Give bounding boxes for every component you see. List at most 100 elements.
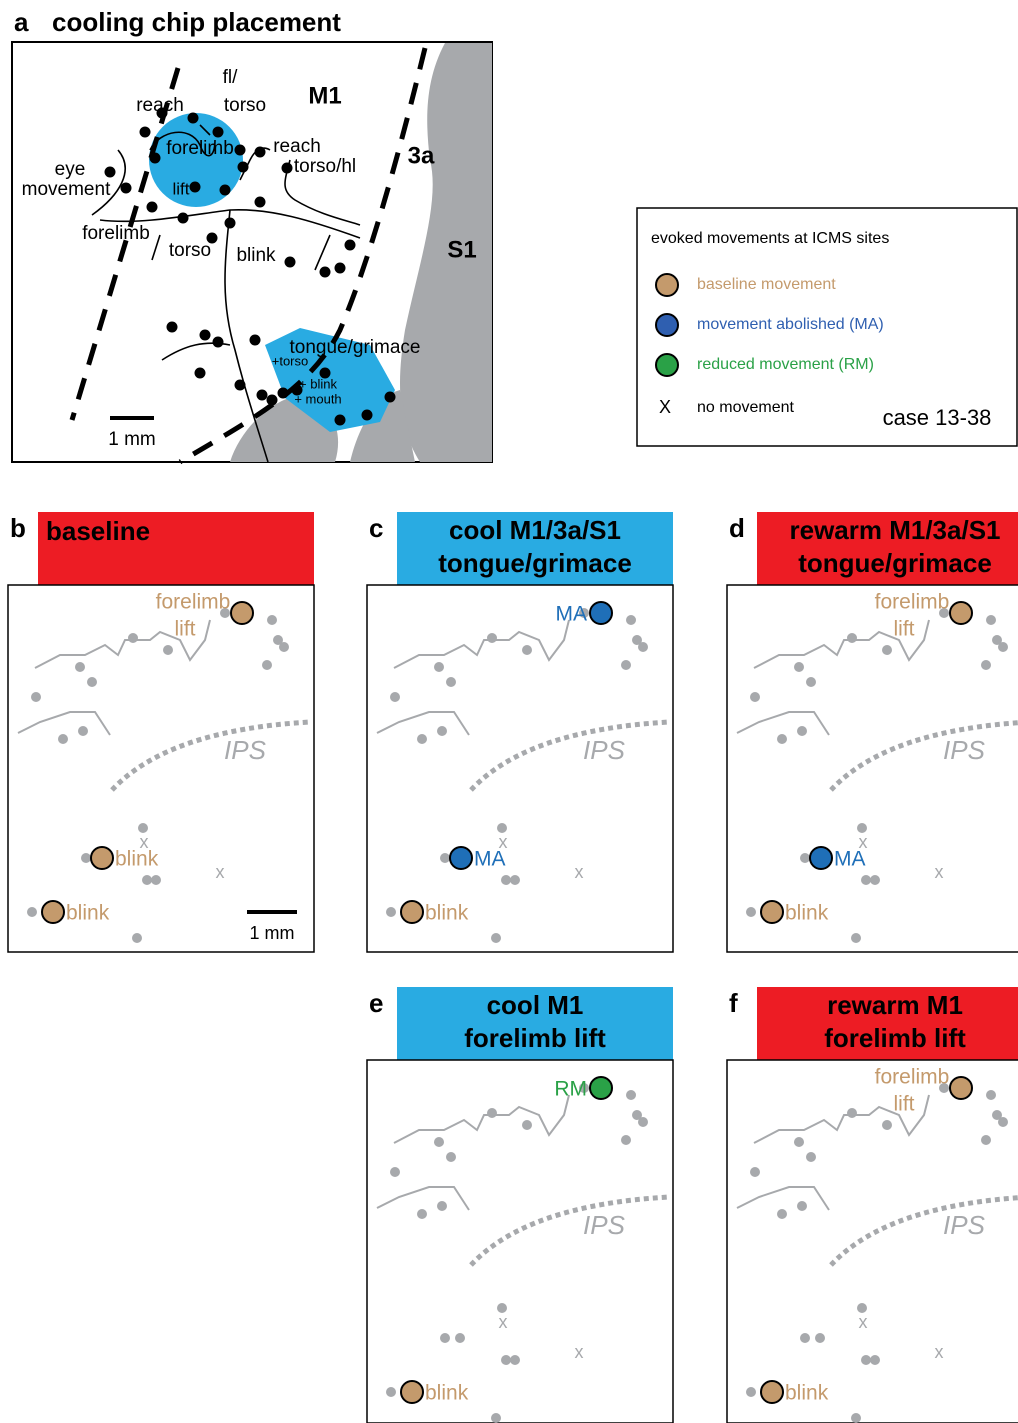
- site-marker: [590, 1077, 612, 1099]
- site-dot: [279, 642, 289, 652]
- site-dot: [250, 335, 261, 346]
- site-dot: [621, 1135, 631, 1145]
- site-label: forelimb: [875, 1066, 950, 1089]
- site-dot: [255, 147, 266, 158]
- no-movement-mark: x: [935, 862, 944, 882]
- site-dot: [510, 1355, 520, 1365]
- site-dot: [151, 875, 161, 885]
- site-dot: [777, 1209, 787, 1219]
- region-label: IPS: [583, 735, 626, 765]
- site-dot: [225, 218, 236, 229]
- site-dot: [81, 853, 91, 863]
- site-dot: [140, 127, 151, 138]
- site-label: forelimb: [875, 591, 950, 614]
- site-dot: [207, 233, 218, 244]
- site-marker: [401, 901, 423, 923]
- panel-frame: [727, 585, 1018, 952]
- site-dot: [235, 145, 246, 156]
- site-dot: [851, 933, 861, 943]
- site-marker: [450, 847, 472, 869]
- site-dot: [621, 660, 631, 670]
- site-label: RM: [554, 1078, 587, 1101]
- site-dot: [986, 615, 996, 625]
- site-dot: [870, 875, 880, 885]
- site-dot: [386, 907, 396, 917]
- site-dot: [31, 692, 41, 702]
- map-label: tongue/grimace: [290, 337, 421, 358]
- panel-frame: [367, 585, 673, 952]
- no-movement-mark: x: [499, 1312, 508, 1332]
- site-dot: [847, 1108, 857, 1118]
- site-dot: [746, 907, 756, 917]
- site-marker: [401, 1381, 423, 1403]
- site-dot: [626, 615, 636, 625]
- site-marker: [231, 602, 253, 624]
- site-dot: [440, 853, 450, 863]
- no-movement-mark: x: [216, 862, 225, 882]
- site-marker: [590, 602, 612, 624]
- site-label: MA: [556, 603, 588, 626]
- site-dot: [446, 1152, 456, 1162]
- legend-marker: [656, 354, 678, 376]
- site-label: blink: [785, 1382, 829, 1405]
- site-dot: [75, 662, 85, 672]
- site-dot: [882, 1120, 892, 1130]
- map-label: forelimb: [166, 138, 234, 159]
- site-dot: [806, 677, 816, 687]
- scale-label: 1 mm: [108, 429, 156, 450]
- panel-letter: a: [14, 7, 29, 37]
- site-dot: [750, 1167, 760, 1177]
- site-label: forelimb: [156, 591, 231, 614]
- site-dot: [800, 1333, 810, 1343]
- site-dot: [320, 267, 331, 278]
- case-label: case 13-38: [883, 405, 992, 430]
- panel-frame: [367, 1060, 673, 1423]
- map-label: lift: [173, 179, 190, 198]
- site-dot: [800, 853, 810, 863]
- header-text: cool M1/3a/S1: [449, 515, 621, 545]
- site-dot: [440, 1333, 450, 1343]
- site-dot: [797, 1201, 807, 1211]
- no-movement-mark: x: [859, 1312, 868, 1332]
- region-label: IPS: [943, 735, 986, 765]
- site-dot: [257, 390, 268, 401]
- site-dot: [128, 633, 138, 643]
- site-dot: [292, 385, 303, 396]
- region-label: IPS: [224, 735, 267, 765]
- site-dot: [806, 1152, 816, 1162]
- site-dot: [510, 875, 520, 885]
- header-text: cool M1: [487, 990, 584, 1020]
- site-dot: [150, 153, 161, 164]
- site-dot: [491, 1413, 501, 1423]
- site-dot: [491, 933, 501, 943]
- site-dot: [998, 642, 1008, 652]
- map-label: torso: [169, 240, 211, 261]
- no-movement-mark: x: [935, 1342, 944, 1362]
- site-dot: [345, 240, 356, 251]
- map-label: reach: [273, 136, 321, 157]
- site-dot: [167, 322, 178, 333]
- panel-letter: f: [729, 988, 738, 1018]
- site-dot: [434, 662, 444, 672]
- site-dot: [501, 875, 511, 885]
- site-dot: [750, 692, 760, 702]
- site-dot: [335, 415, 346, 426]
- site-dot: [437, 1201, 447, 1211]
- map-label: eye: [55, 159, 86, 180]
- scale-label: 1 mm: [250, 923, 295, 943]
- site-dot: [626, 1090, 636, 1100]
- site-dot: [390, 692, 400, 702]
- site-dot: [320, 368, 331, 379]
- map-label: torso/hl: [294, 156, 356, 177]
- panel-frame: [727, 1060, 1018, 1423]
- site-label: blink: [115, 848, 159, 871]
- legend-label: no movement: [697, 399, 794, 416]
- site-dot: [178, 213, 189, 224]
- region-label: IPS: [943, 1210, 986, 1240]
- panel-letter: e: [369, 988, 383, 1018]
- panel: frewarm M1forelimb liftIPSxxforelimblift…: [727, 987, 1018, 1423]
- site-dot: [434, 1137, 444, 1147]
- site-label: blink: [425, 1382, 469, 1405]
- map-label: + blink: [299, 376, 337, 391]
- site-dot: [794, 1137, 804, 1147]
